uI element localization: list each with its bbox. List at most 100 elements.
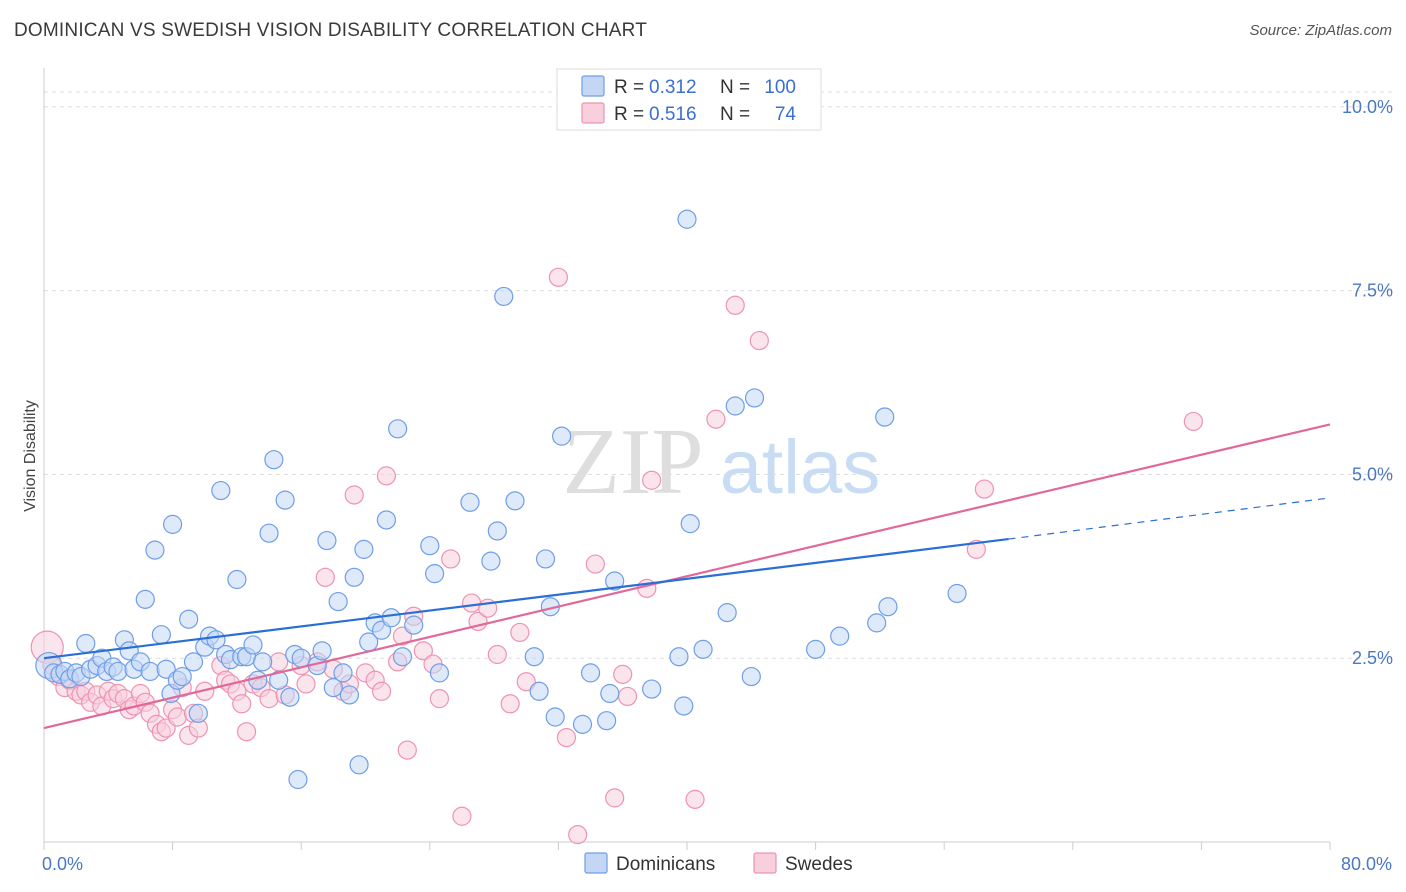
point-dominicans [460,492,480,512]
point-dominicans [317,530,337,551]
point-dominicans [404,615,424,635]
y-tick-label-3: 10.0% [1342,97,1393,117]
point-dominicans [805,639,826,659]
point-dominicans [323,677,343,698]
point-dominicans [420,536,440,556]
point-swedes [429,689,450,709]
point-swedes [376,466,396,486]
trend-extension-dominicans [1008,497,1331,540]
point-dominicans [545,707,565,727]
y-axis-label: Vision Disability [22,400,39,512]
point-dominicans [333,663,353,683]
point-dominicans [830,626,850,646]
legend-n-value-swedes: 74 [775,104,797,125]
point-dominicans [188,703,208,723]
point-dominicans [505,491,525,511]
point-dominicans [339,685,360,705]
point-dominicans [291,648,311,668]
point-swedes [371,681,392,701]
point-dominicans [600,683,620,704]
point-dominicans [875,407,895,427]
point-dominicans [259,523,279,543]
point-swedes [413,641,433,661]
y-tick-label-0: 2.5% [1352,648,1393,668]
point-dominicans [867,613,887,633]
point-dominicans [669,647,689,667]
legend-r-value-dominicans: 0.312 [649,77,697,98]
x-tick-label-max: 80.0% [1341,854,1392,874]
point-swedes [487,644,507,665]
point-dominicans [677,209,697,229]
point-dominicans [264,450,284,470]
point-swedes [500,694,520,714]
point-dominicans [312,641,332,661]
point-dominicans [354,539,374,559]
point-dominicans [487,521,507,541]
point-swedes [315,567,335,587]
point-dominicans [481,551,501,571]
legend-n-value-dominicans: 100 [764,77,796,98]
legend-n-label-dominicans: N = [720,77,750,98]
point-swedes [642,470,662,490]
legend: R = 0.312 N = 100 R = 0.516 N = 74 [556,68,822,131]
legend-n-label-swedes: N = [720,104,750,125]
point-swedes [344,485,364,505]
watermark-atlas: atlas [720,425,881,510]
point-swedes [974,479,994,499]
legend-swatch-dominicans [581,75,605,97]
point-swedes [269,652,289,672]
legend-r-label-dominicans: R = [614,77,644,98]
point-dominicans [580,663,601,683]
point-dominicans [535,549,556,569]
point-dominicans [597,711,617,731]
trend-line-swedes [43,423,1331,730]
point-dominicans [76,633,96,654]
point-swedes [749,330,769,351]
point-dominicans [140,661,160,682]
point-dominicans [947,583,967,604]
point-dominicans [243,635,263,655]
point-dominicans [425,564,445,584]
bottom-legend-label-swedes: Swedes [785,854,853,875]
point-dominicans [275,490,295,510]
legend-r-value-swedes: 0.516 [649,104,697,125]
point-dominicans [529,681,549,701]
y-tick-label-1: 5.0% [1352,464,1393,484]
point-swedes [556,727,577,748]
grid [44,91,1392,659]
point-dominicans [524,647,544,667]
point-dominicans [725,396,745,416]
point-dominicans [381,608,401,628]
point-swedes [613,664,633,684]
point-dominicans [211,480,231,501]
point-swedes [259,689,279,709]
point-dominicans [376,510,396,530]
legend-swatch-swedes [581,102,605,124]
point-dominicans [349,755,369,775]
point-swedes [605,788,625,808]
point-dominicans [642,679,662,699]
point-dominicans [151,625,171,645]
y-tick-labels: 2.5% 5.0% 7.5% 10.0% [1342,97,1393,668]
point-dominicans [179,609,199,629]
point-swedes [585,554,605,574]
point-dominicans [288,769,308,790]
point-swedes [452,806,472,826]
point-swedes [568,825,588,845]
point-swedes [685,789,705,809]
point-swedes [706,409,726,429]
dominicans-points [35,209,967,790]
y-tick-label-2: 7.5% [1352,281,1393,301]
point-dominicans [693,639,713,659]
point-dominicans [429,663,450,683]
bottom-legend-swatch-swedes [753,852,777,874]
bottom-legend-label-dominicans: Dominicans [616,854,715,875]
point-dominicans [172,666,192,687]
x-tick-label-min: 0.0% [42,854,83,874]
point-dominicans [605,571,625,591]
swedes-points [30,267,1203,845]
legend-r-label-swedes: R = [614,104,644,125]
point-swedes [461,593,482,613]
trend-line-dominicans [43,537,1009,660]
